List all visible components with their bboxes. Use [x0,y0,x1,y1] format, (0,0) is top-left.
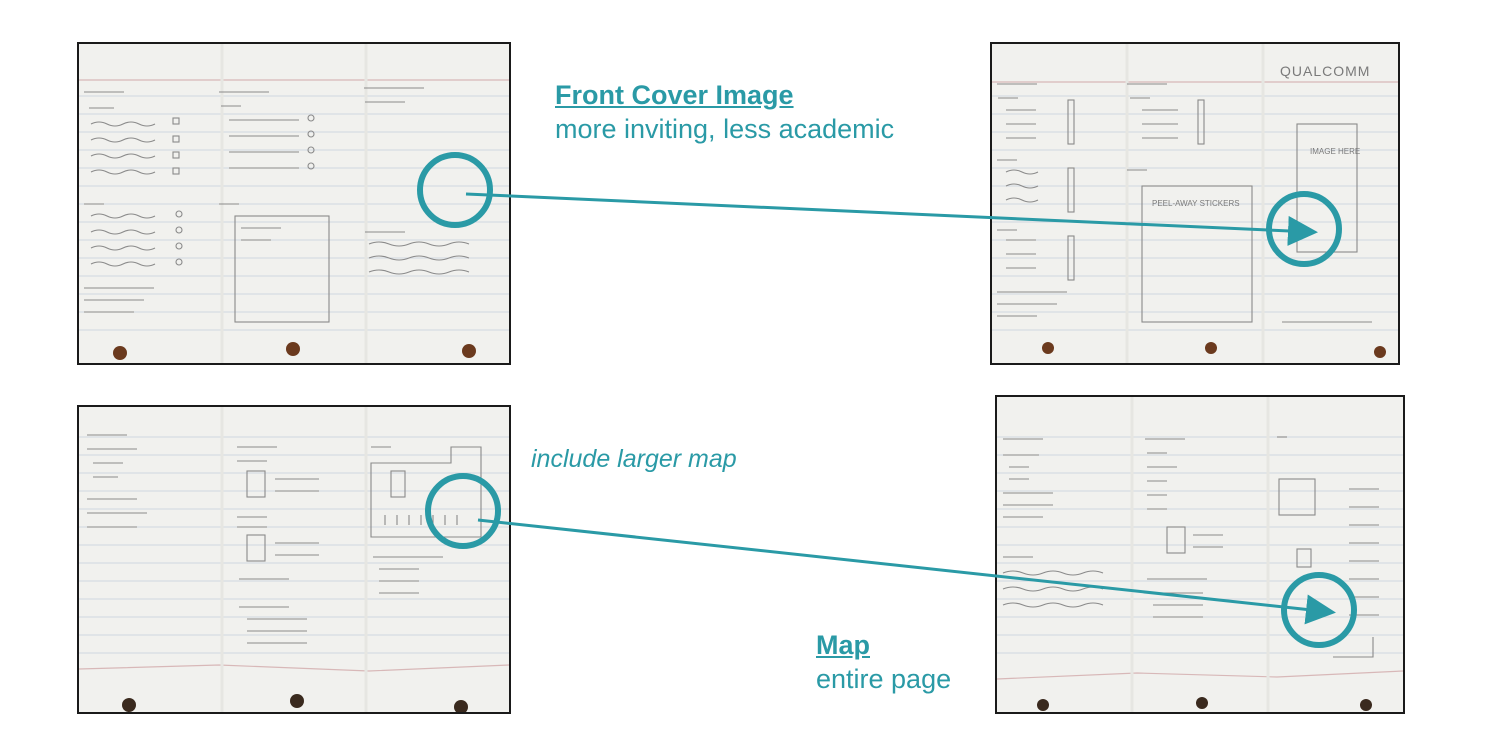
front-cover-subtitle: more inviting, less academic [555,114,895,144]
map-annotation: Map entire page [816,628,951,696]
callout-circle-cover-after [1266,191,1342,267]
sketch-brand-label: QUALCOMM [1280,63,1370,79]
front-cover-annotation: Front Cover Image more inviting, less ac… [555,78,894,146]
sketch-image-box-label: IMAGE HERE [1310,147,1360,156]
callout-circle-cover-before [417,152,493,228]
callout-circle-map-before [425,473,501,549]
sketch-bottom-right [995,395,1405,714]
callout-circle-map-after [1281,572,1357,648]
callout-arrow-map [477,518,1336,625]
front-cover-title: Front Cover Image [555,80,794,110]
sketch-top-left [77,42,511,365]
map-subtitle: entire page [816,664,952,694]
larger-map-annotation: include larger map [531,445,737,473]
sketch-bottom-left [77,405,511,714]
callout-arrow-cover [465,192,1318,246]
map-title: Map [816,630,870,660]
sketch-sticker-box-label: PEEL-AWAY STICKERS [1152,199,1240,208]
